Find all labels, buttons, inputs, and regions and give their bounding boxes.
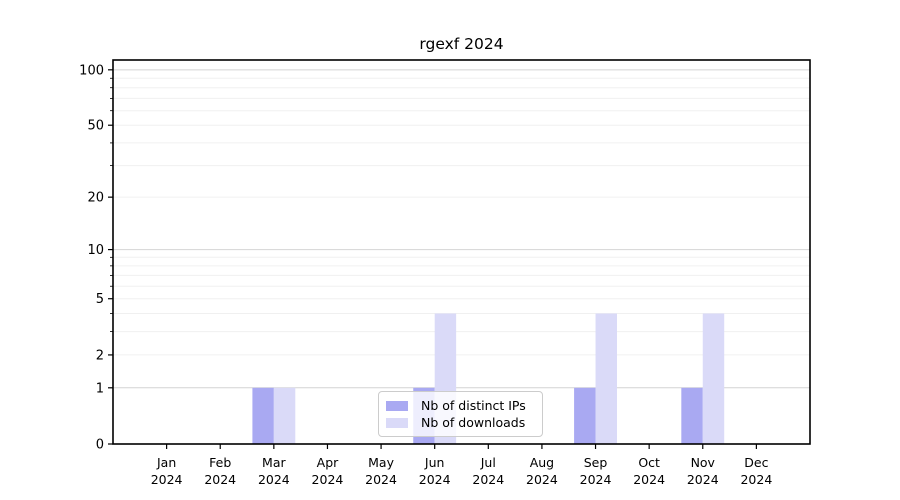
y-tick-label: 2 [96, 348, 104, 363]
x-tick-label-month: Mar [262, 455, 286, 470]
y-tick-label: 20 [87, 191, 104, 206]
y-tick-label: 10 [87, 243, 104, 258]
x-tick-label-month: Jul [480, 455, 496, 470]
x-tick-label-month: May [368, 455, 394, 470]
x-tick-label-month: Nov [691, 455, 716, 470]
x-tick-label-year: 2024 [365, 472, 397, 487]
bar-distinct-ips [252, 387, 274, 444]
x-tick-label-month: Feb [209, 455, 231, 470]
bar-distinct-ips [574, 387, 596, 444]
bar-downloads [702, 313, 725, 444]
x-tick-label-month: Aug [530, 455, 554, 470]
legend-item-distinct-ips: Nb of distinct IPs [386, 398, 535, 413]
y-tick-label: 100 [79, 63, 104, 78]
x-tick-label-year: 2024 [580, 472, 612, 487]
legend-swatch-distinct-ips [386, 400, 408, 411]
x-tick-label-year: 2024 [633, 472, 665, 487]
x-tick-label-year: 2024 [312, 472, 344, 487]
legend-label-downloads: Nb of downloads [421, 415, 526, 430]
x-tick-label-year: 2024 [526, 472, 558, 487]
y-tick-label: 0 [96, 438, 104, 453]
bar-downloads [273, 387, 296, 444]
x-tick-label-month: Jun [424, 455, 445, 470]
x-tick-label-month: Apr [317, 455, 339, 470]
y-tick-label: 1 [96, 381, 104, 396]
y-tick-label: 5 [96, 292, 104, 307]
bar-downloads [595, 313, 617, 444]
x-tick-label-year: 2024 [204, 472, 236, 487]
x-tick-label-month: Oct [638, 455, 660, 470]
y-tick-label: 50 [87, 119, 104, 134]
x-tick-label-year: 2024 [151, 472, 183, 487]
legend-swatch-downloads [386, 417, 408, 428]
plot-border [112, 59, 811, 445]
bar-distinct-ips [681, 387, 703, 444]
legend-label-distinct-ips: Nb of distinct IPs [421, 398, 526, 413]
x-tick-label-year: 2024 [419, 472, 451, 487]
x-tick-label-year: 2024 [258, 472, 290, 487]
legend: Nb of distinct IPs Nb of downloads [378, 391, 543, 437]
legend-item-downloads: Nb of downloads [386, 415, 535, 430]
chart-title: rgexf 2024 [419, 35, 504, 53]
x-tick-label-month: Sep [584, 455, 608, 470]
x-tick-label-year: 2024 [740, 472, 772, 487]
x-tick-label-year: 2024 [472, 472, 504, 487]
x-tick-label-month: Dec [744, 455, 768, 470]
x-tick-label-year: 2024 [687, 472, 719, 487]
x-tick-label-month: Jan [156, 455, 176, 470]
